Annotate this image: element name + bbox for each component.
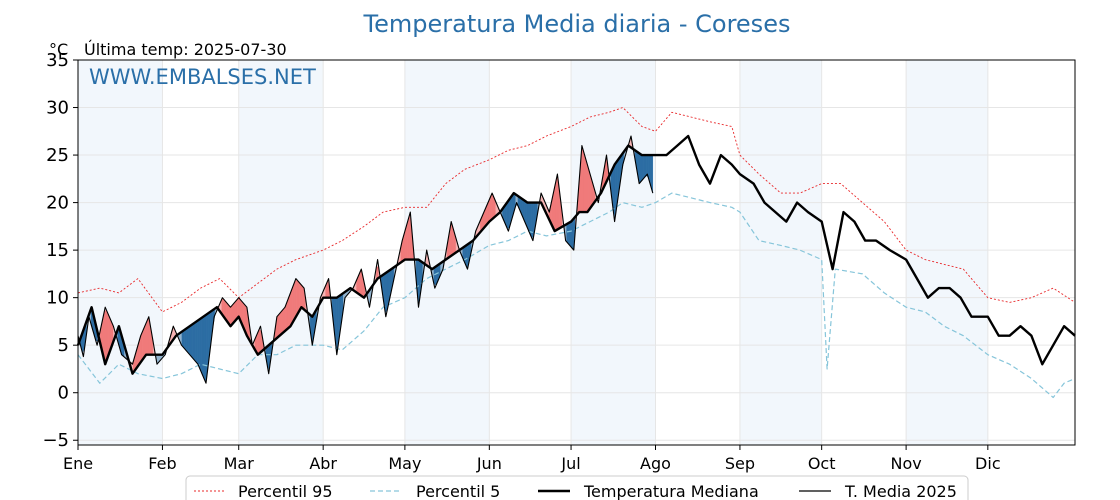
x-tick-label-oct: Oct (808, 454, 836, 473)
anomaly-segment (570, 218, 574, 250)
legend-box (185, 475, 969, 500)
anomaly-segment (183, 328, 187, 352)
y-tick-label-8: 35 (46, 50, 69, 71)
anomaly-segment (188, 325, 191, 357)
legend-label-p95: Percentil 95 (238, 482, 333, 500)
x-tick-label-nov: Nov (890, 454, 921, 473)
x-axis-ticks: Ene Feb Mar Abr May Jun Jul Ago Sep Oct Nov Dic (63, 445, 1001, 473)
anomaly-segment (197, 318, 200, 369)
y-tick-label-7: 30 (46, 98, 69, 119)
anomaly-segment (433, 265, 437, 286)
anomaly-segment (186, 326, 189, 354)
anomaly-segment (104, 310, 107, 362)
y-tick-label-6: 25 (46, 145, 69, 166)
anomaly-segment (568, 221, 572, 248)
series-lines (76, 107, 1076, 399)
month-shading (78, 60, 988, 445)
legend-label-year: T. Media 2025 (844, 482, 957, 500)
month-band-mar (238, 60, 324, 445)
y-tick-label-4: 15 (46, 240, 69, 261)
month-band-ene (78, 60, 163, 445)
x-tick-label-jul: Jul (560, 454, 580, 473)
series-line-2025 (77, 135, 654, 384)
anomaly-segment (199, 317, 202, 374)
series-line-median (76, 134, 1076, 375)
anomaly-segment (639, 153, 642, 184)
anomaly-segment (278, 310, 282, 337)
anomaly-segment (584, 153, 587, 213)
anomaly-segment (641, 154, 645, 182)
x-tick-label-jun: Jun (476, 454, 502, 473)
x-tick-label-ene: Ene (63, 454, 93, 473)
anomaly-segment (301, 284, 304, 310)
anomaly-segment (203, 314, 207, 383)
y-tick-label-2: 5 (58, 335, 69, 356)
y-axis-ticks: −5 0 5 10 15 20 25 30 35 (42, 50, 78, 451)
series-line-p95 (77, 107, 1076, 313)
anomaly-segment (194, 320, 198, 365)
month-band-nov (906, 60, 988, 445)
anomaly-segment (491, 194, 494, 221)
x-tick-label-sep: Sep (725, 454, 755, 473)
series-line-p5 (77, 192, 1076, 399)
x-tick-label-dic: Dic (975, 454, 1001, 473)
legend-label-median: Temperatura Mediana (583, 482, 759, 500)
y-tick-label-3: 10 (46, 288, 69, 309)
x-tick-label-may: May (388, 454, 421, 473)
x-tick-label-mar: Mar (224, 454, 255, 473)
anomaly-segment (643, 154, 647, 179)
y-tick-label-1: 0 (58, 383, 69, 404)
chart-title: Temperatura Media diaria - Coreses (363, 10, 791, 38)
month-band-jul (571, 60, 656, 445)
anomaly-segment (566, 222, 569, 245)
unit-label: °C (49, 40, 68, 59)
y-tick-label-5: 20 (46, 193, 69, 214)
last-temp-label: Última temp: 2025-07-30 (84, 40, 287, 59)
x-tick-label-abr: Abr (309, 454, 337, 473)
anomaly-segment (581, 145, 585, 213)
month-band-sep (739, 60, 822, 445)
legend: Percentil 95 Percentil 5 Temperatura Med… (185, 475, 969, 500)
anomaly-segment (190, 323, 194, 360)
y-tick-label-0: −5 (42, 430, 69, 451)
watermark-text: WWW.EMBALSES.NET (89, 65, 316, 89)
anomaly-segment (192, 321, 196, 362)
x-tick-label-ago: Ago (640, 454, 671, 473)
anomaly-segment (236, 298, 240, 319)
anomaly-segment (294, 279, 298, 320)
anomaly-segment (281, 308, 284, 335)
anomaly-segment (201, 315, 205, 379)
x-tick-label-feb: Feb (148, 454, 176, 473)
anomaly-segment (385, 271, 388, 314)
plot-frame (77, 59, 1076, 446)
anomaly-segment (555, 176, 558, 231)
legend-label-p5: Percentil 5 (416, 482, 500, 500)
